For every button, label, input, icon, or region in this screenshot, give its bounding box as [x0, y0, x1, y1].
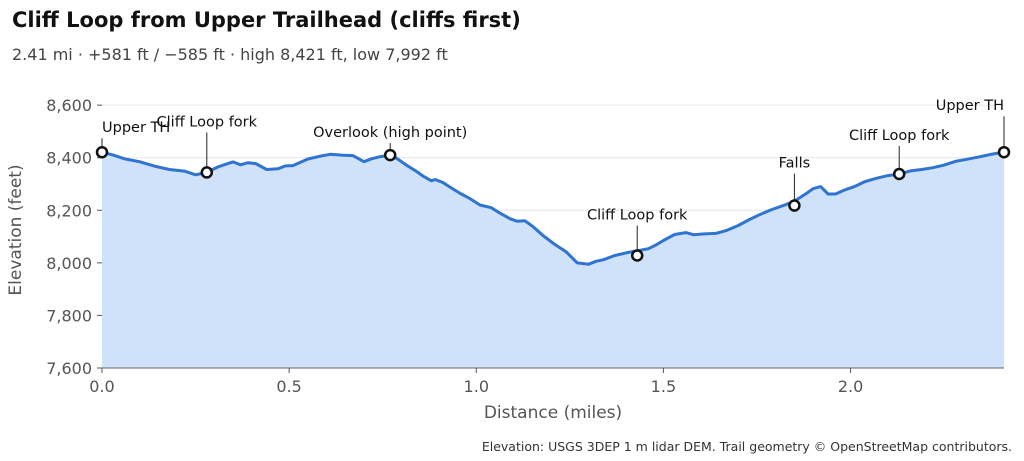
y-tick-label: 8,000: [46, 254, 92, 273]
waypoint-label: Cliff Loop fork: [157, 114, 258, 130]
elevation-line: [101, 150, 1005, 266]
chart-title: Cliff Loop from Upper Trailhead (cliffs …: [12, 8, 521, 32]
waypoint-marker: [997, 145, 1011, 159]
y-tick-label: 8,200: [46, 201, 92, 220]
x-axis-label: Distance (miles): [484, 403, 622, 423]
waypoint-marker: [788, 199, 801, 212]
x-tick-label: 0.5: [276, 377, 301, 396]
y-tick-label: 7,600: [46, 359, 92, 378]
waypoint-label: Upper TH: [936, 98, 1004, 114]
y-tick-label: 8,600: [46, 96, 92, 115]
waypoint-label: Upper TH: [102, 120, 170, 136]
waypoint-label: Falls: [779, 156, 811, 172]
x-tick-label: 1.0: [464, 377, 489, 396]
waypoint-marker: [383, 148, 397, 162]
waypoint-marker: [200, 166, 214, 179]
waypoint-marker: [95, 145, 109, 159]
waypoint-label: Cliff Loop fork: [849, 128, 950, 144]
data-attribution: Elevation: USGS 3DEP 1 m lidar DEM. Trai…: [481, 439, 1012, 454]
waypoint-label: Cliff Loop fork: [587, 207, 688, 223]
waypoint-label: Overlook (high point): [313, 125, 467, 141]
y-axis-label: Elevation (feet): [6, 164, 26, 295]
waypoint-marker: [892, 167, 906, 181]
x-tick-label: 1.5: [651, 377, 676, 396]
x-tick-label: 2.0: [838, 377, 863, 396]
x-axis-ticks: 0.0 0.5 1.0 1.5 2.0: [89, 368, 863, 396]
chart-subtitle: 2.41 mi · +581 ft / −585 ft · high 8,421…: [12, 45, 448, 64]
x-tick-label: 0.0: [89, 377, 114, 396]
y-axis-ticks: 7,600 7,800 8,000 8,200 8,400 8,600: [46, 96, 102, 378]
waypoint-marker: [630, 249, 644, 262]
y-tick-label: 7,800: [46, 306, 92, 325]
y-tick-label: 8,400: [46, 149, 92, 168]
elevation-area-fill: [102, 152, 1004, 368]
